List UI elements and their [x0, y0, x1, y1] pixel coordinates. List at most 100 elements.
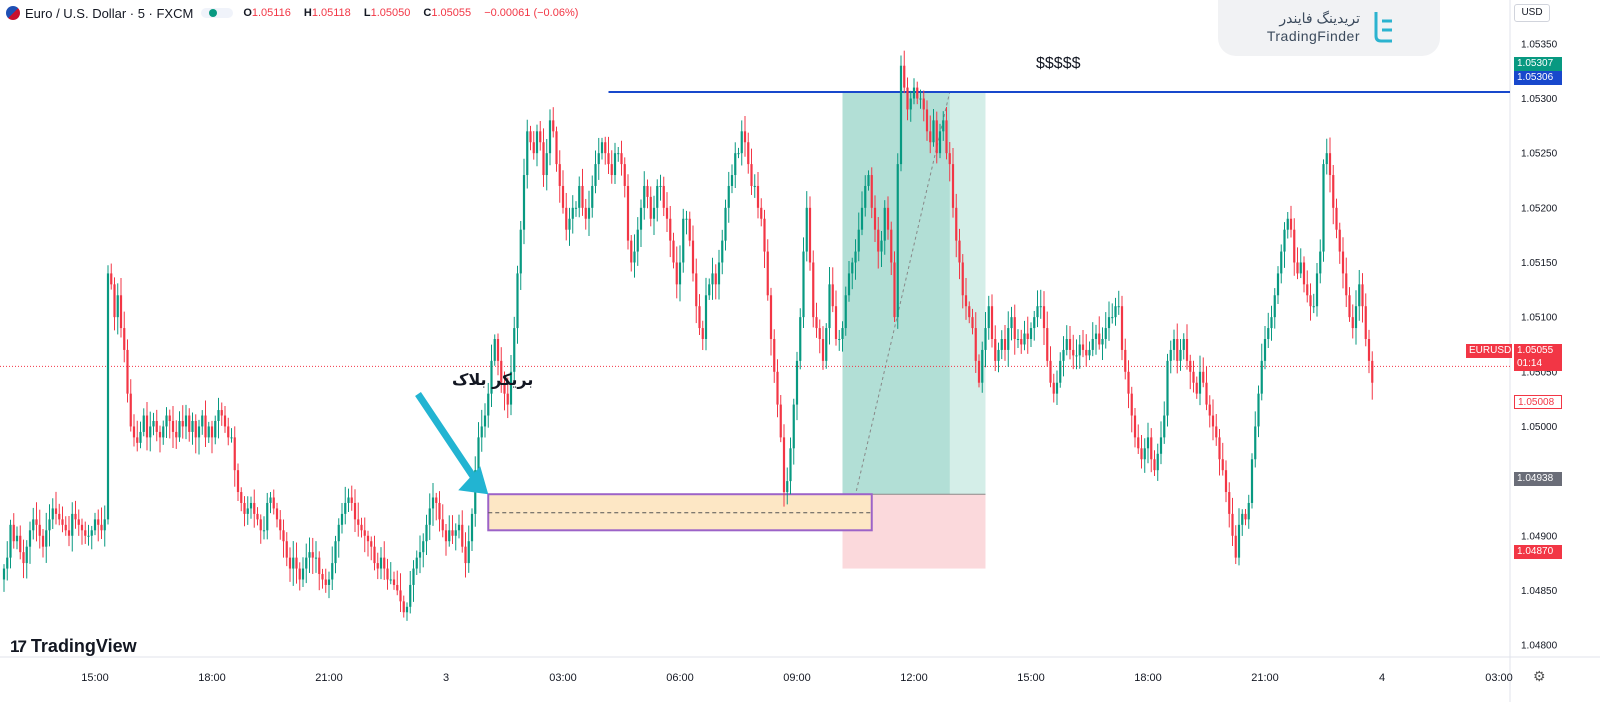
tradingfinder-watermark: تریدینگ فایندر TradingFinder	[1218, 0, 1440, 56]
candle-body	[327, 579, 331, 585]
candle-body	[932, 120, 935, 143]
candle-body	[747, 142, 750, 165]
candle-body	[542, 142, 545, 176]
candle-body	[376, 563, 379, 569]
candle-body	[90, 530, 93, 536]
candle-body	[152, 420, 155, 427]
candle-body	[769, 295, 773, 339]
candle-body	[974, 328, 977, 361]
low-label: L	[363, 7, 371, 19]
candle-body	[171, 420, 175, 432]
candle-body	[717, 262, 721, 285]
candle-body	[197, 426, 201, 438]
candle-body	[493, 339, 496, 361]
candle-body	[51, 508, 54, 520]
candle-body	[74, 513, 77, 520]
candle-body	[142, 415, 145, 432]
candle-body	[1319, 251, 1322, 274]
candle-body	[620, 153, 623, 165]
candle-body	[1348, 295, 1351, 318]
candle-body	[220, 410, 223, 416]
candle-body	[938, 131, 942, 154]
candle-body	[1241, 513, 1244, 525]
candle-body	[428, 508, 431, 525]
gear-icon[interactable]: ⚙	[1533, 668, 1546, 684]
symbol-title[interactable]: Euro / U.S. Dollar · 5 · FXCM	[25, 5, 194, 21]
candle-body	[753, 185, 756, 187]
candle-body	[574, 207, 578, 209]
candle-body	[691, 240, 695, 274]
candle-body	[298, 568, 301, 580]
low-value: 1.05050	[370, 7, 411, 19]
candle-body	[301, 568, 305, 580]
candle-body	[789, 448, 792, 482]
candle-body	[175, 431, 178, 438]
candle-body	[54, 508, 58, 514]
candle-body	[41, 535, 45, 547]
candle-body	[386, 568, 389, 580]
candle-body	[854, 251, 857, 263]
candle-body	[1114, 306, 1117, 318]
candle-body	[633, 251, 636, 263]
candle-body	[896, 164, 899, 318]
candle-body	[1003, 339, 1007, 350]
candle-body	[1263, 339, 1267, 361]
candle-body	[1202, 371, 1205, 383]
high-value: 1.05118	[311, 7, 351, 19]
candle-body	[698, 306, 701, 329]
candle-body	[139, 431, 142, 443]
candle-body	[1358, 284, 1361, 307]
candle-body	[675, 262, 678, 285]
candle-body	[630, 240, 633, 263]
candle-body	[1156, 453, 1159, 471]
candle-body	[201, 415, 204, 427]
candle-body	[353, 502, 357, 520]
candle-body	[711, 273, 714, 285]
candle-body	[405, 606, 409, 613]
chart-header: Euro / U.S. Dollar · 5 · FXCM O1.05116 H…	[6, 4, 583, 22]
candle-body	[155, 420, 158, 432]
close-label: C	[423, 7, 432, 19]
candle-body	[266, 502, 269, 531]
candle-body	[1345, 273, 1348, 296]
candle-body	[571, 207, 574, 219]
candle-body	[1211, 415, 1215, 427]
currency-selector[interactable]: USD	[1514, 4, 1550, 22]
candle-body	[552, 120, 555, 132]
symbol-price-label: EURUSD	[1466, 344, 1512, 358]
candle-body	[522, 175, 526, 230]
candle-body	[929, 131, 932, 143]
candle-body	[607, 153, 610, 165]
candle-body	[1072, 349, 1075, 356]
candle-body	[867, 175, 870, 186]
candle-body	[909, 98, 912, 110]
candle-body	[1254, 426, 1257, 460]
candle-body	[6, 557, 9, 569]
candle-body	[834, 306, 838, 339]
status-pill[interactable]	[201, 8, 234, 18]
candle-body	[568, 218, 571, 230]
x-tick-label: 18:00	[1134, 672, 1162, 684]
y-tick-label: 1.05000	[1521, 422, 1558, 433]
candle-body	[366, 535, 370, 542]
logo-text-fa: تریدینگ فایندر	[1279, 10, 1360, 26]
candle-body	[737, 153, 740, 155]
candle-body	[545, 153, 548, 176]
candle-body	[80, 524, 84, 531]
tradingview-logo[interactable]: 17 TradingView	[10, 636, 137, 657]
candle-body	[311, 552, 314, 558]
candle-body	[779, 404, 782, 438]
candle-body	[626, 185, 630, 241]
candle-body	[191, 420, 194, 432]
candle-body	[448, 530, 451, 542]
candle-body	[45, 530, 48, 547]
candle-body	[61, 519, 64, 525]
candle-body	[331, 563, 334, 580]
candle-body	[704, 295, 708, 339]
target-zone-filled	[842, 91, 950, 495]
candle-body	[503, 382, 506, 394]
candle-body	[506, 393, 509, 405]
candle-body	[1367, 339, 1371, 361]
candle-body	[438, 502, 441, 520]
